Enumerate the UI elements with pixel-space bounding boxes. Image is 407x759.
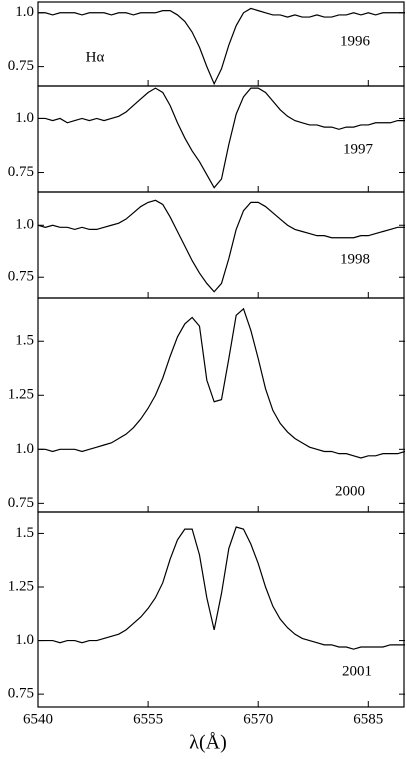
panel-frame — [37, 191, 405, 299]
panel-label: 1996 — [340, 33, 371, 49]
panel-frame — [37, 511, 405, 708]
x-tick-label: 6585 — [353, 711, 383, 727]
y-tick-label: 0.75 — [8, 164, 34, 180]
x-tick-label: 6570 — [243, 711, 273, 727]
y-tick-label: 1.0 — [15, 4, 34, 20]
spectrum-line — [38, 87, 405, 189]
line-annotation: Hα — [86, 49, 105, 65]
y-tick-label: 0.75 — [8, 495, 34, 511]
y-tick-label: 1.0 — [15, 632, 34, 648]
x-tick-label: 6540 — [23, 711, 53, 727]
y-tick-label: 1.5 — [15, 525, 34, 541]
panel-label: 2001 — [342, 663, 372, 679]
x-axis-label: λ(Å) — [189, 732, 226, 754]
y-tick-label: 1.0 — [15, 110, 34, 126]
y-tick-label: 0.75 — [8, 269, 34, 285]
y-tick-label: 1.0 — [15, 441, 34, 457]
y-tick-label: 1.5 — [15, 333, 34, 349]
panel-frame — [37, 85, 405, 193]
spectrum-line — [38, 7, 405, 86]
panel-label: 1997 — [343, 141, 374, 157]
y-tick-label: 0.75 — [8, 58, 34, 74]
panel-label: 2000 — [335, 483, 365, 499]
y-tick-label: 1.25 — [8, 578, 34, 594]
spectrum-line — [38, 199, 405, 293]
panel-frame — [37, 297, 405, 513]
y-tick-label: 0.75 — [8, 686, 34, 702]
y-tick-label: 1.25 — [8, 387, 34, 403]
spectrum-line — [38, 526, 405, 650]
spectrum-line — [38, 307, 405, 459]
y-tick-label: 1.0 — [15, 217, 34, 233]
panel-label: 1998 — [340, 251, 370, 267]
x-tick-label: 6555 — [133, 711, 163, 727]
